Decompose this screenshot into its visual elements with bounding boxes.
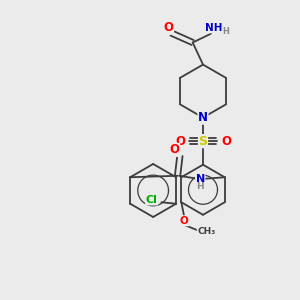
Text: O: O xyxy=(180,216,189,226)
Text: O: O xyxy=(164,21,174,34)
Text: S: S xyxy=(199,135,208,148)
Text: H: H xyxy=(222,27,229,36)
Text: CH₃: CH₃ xyxy=(197,227,215,236)
Text: Cl: Cl xyxy=(146,195,158,205)
Text: NH: NH xyxy=(205,23,223,33)
Text: N: N xyxy=(198,111,208,124)
Text: O: O xyxy=(169,143,180,156)
Text: N: N xyxy=(196,174,205,184)
Text: O: O xyxy=(175,135,185,148)
Text: O: O xyxy=(221,135,231,148)
Text: H: H xyxy=(196,182,204,191)
